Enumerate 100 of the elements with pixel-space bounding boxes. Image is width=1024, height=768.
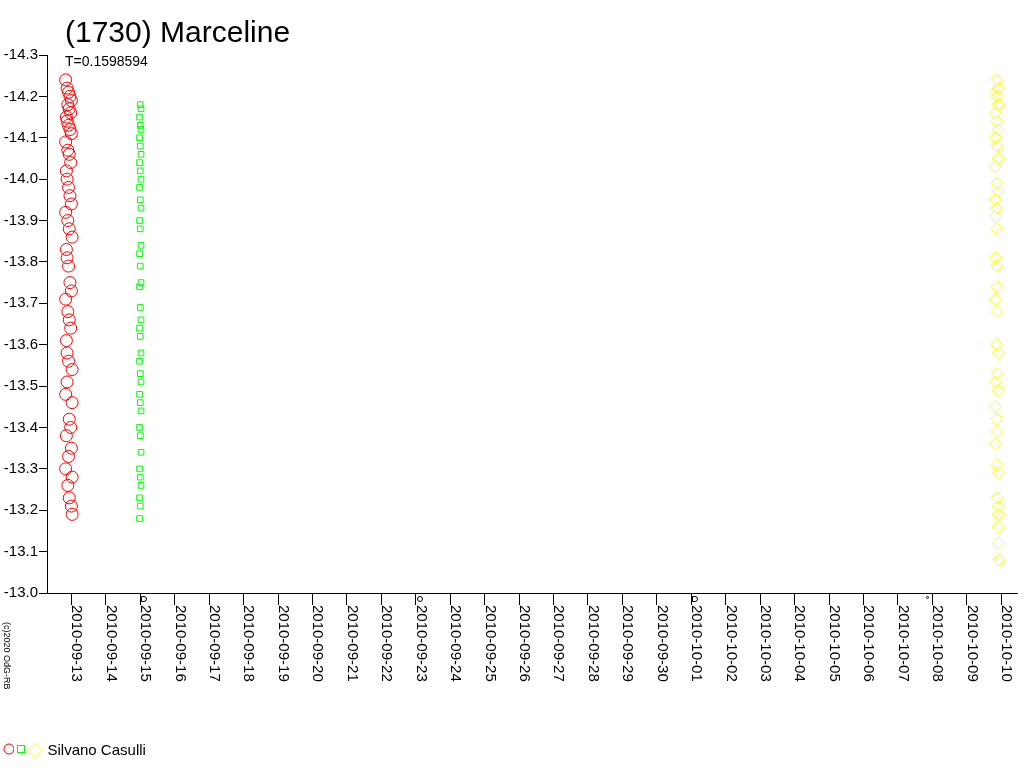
point <box>61 98 75 112</box>
point <box>60 81 74 95</box>
point <box>136 217 143 224</box>
x-tick-label: 2010-09-20 <box>310 605 328 682</box>
x-tick-label: 2010-09-13 <box>69 605 87 682</box>
point <box>136 370 144 377</box>
y-tick-label: -13.3 <box>3 458 38 476</box>
point <box>61 214 75 228</box>
y-tick-label: -13.7 <box>3 293 38 311</box>
x-tick-label: 2010-10-06 <box>861 605 879 682</box>
y-tick-label: -13.2 <box>3 500 38 518</box>
point <box>988 251 1002 265</box>
point <box>991 507 1005 521</box>
point <box>988 375 1002 389</box>
point <box>136 283 143 291</box>
point <box>988 209 1002 223</box>
point <box>62 259 76 273</box>
point <box>990 114 1004 128</box>
x-tick-label: 2010-09-24 <box>448 605 466 682</box>
point <box>990 305 1004 319</box>
x-tick-label: 2010-10-05 <box>826 605 844 682</box>
point <box>136 142 144 150</box>
point <box>59 243 73 257</box>
point <box>990 458 1004 472</box>
point <box>62 449 76 463</box>
point <box>62 118 76 132</box>
point <box>61 478 75 492</box>
point <box>137 378 145 386</box>
point <box>63 89 77 103</box>
point <box>136 333 144 340</box>
x-tick-label: 2010-10-01 <box>689 605 707 682</box>
point <box>136 304 144 311</box>
point <box>991 520 1005 534</box>
point <box>992 553 1006 567</box>
point <box>62 180 76 194</box>
point <box>64 106 78 120</box>
point <box>137 126 145 133</box>
point <box>991 499 1005 513</box>
point <box>62 313 76 327</box>
point <box>65 507 79 521</box>
point <box>59 292 73 306</box>
point <box>988 400 1002 414</box>
x-tick-label: 2010-09-27 <box>551 605 569 682</box>
point <box>988 193 1002 207</box>
point <box>991 81 1005 95</box>
point <box>60 172 74 186</box>
point <box>62 222 76 236</box>
point <box>62 412 76 426</box>
point <box>59 462 73 476</box>
point <box>991 536 1005 550</box>
point <box>988 160 1002 174</box>
point <box>59 387 73 401</box>
point <box>60 114 74 128</box>
point <box>62 491 76 505</box>
chart-title: (1730) Marceline <box>65 15 291 48</box>
point <box>136 101 144 108</box>
point <box>136 225 144 233</box>
point <box>991 151 1005 165</box>
chart-subtitle: T=0.1598594 <box>65 53 149 69</box>
x-tick-label: 2010-10-09 <box>964 605 982 682</box>
y-tick-label: -13.8 <box>3 252 38 270</box>
point <box>990 73 1004 87</box>
y-tick-label: -14.1 <box>3 127 38 145</box>
point <box>136 391 143 398</box>
point <box>60 346 74 360</box>
x-tick-label: 2010-09-30 <box>654 605 672 682</box>
point <box>990 491 1004 505</box>
point <box>64 156 78 170</box>
point <box>991 466 1005 480</box>
y-tick-label: -13.0 <box>3 583 38 601</box>
point <box>63 189 77 203</box>
point <box>991 185 1005 199</box>
point <box>59 429 73 443</box>
point <box>137 349 145 357</box>
x-tick-label: 2010-09-22 <box>379 605 397 682</box>
point <box>59 110 73 124</box>
x-tick-label: 2010-09-26 <box>516 605 534 682</box>
point <box>63 276 77 290</box>
x-tick-label: 2010-09-23 <box>413 605 431 682</box>
point <box>990 259 1004 273</box>
point <box>65 363 79 377</box>
point <box>136 250 143 257</box>
point <box>990 412 1004 426</box>
point <box>60 375 74 389</box>
point <box>136 122 144 129</box>
point <box>991 346 1005 360</box>
point <box>136 196 144 204</box>
y-tick-label: -13.4 <box>3 417 38 435</box>
point <box>988 131 1002 145</box>
point <box>64 284 78 298</box>
point <box>988 437 1002 451</box>
point <box>59 135 73 149</box>
y-tick-label: -13.5 <box>3 376 38 394</box>
point <box>65 470 79 484</box>
point <box>990 280 1004 294</box>
point <box>136 113 143 121</box>
point <box>136 262 144 270</box>
point <box>64 420 78 434</box>
point <box>62 85 76 99</box>
point <box>64 441 78 455</box>
